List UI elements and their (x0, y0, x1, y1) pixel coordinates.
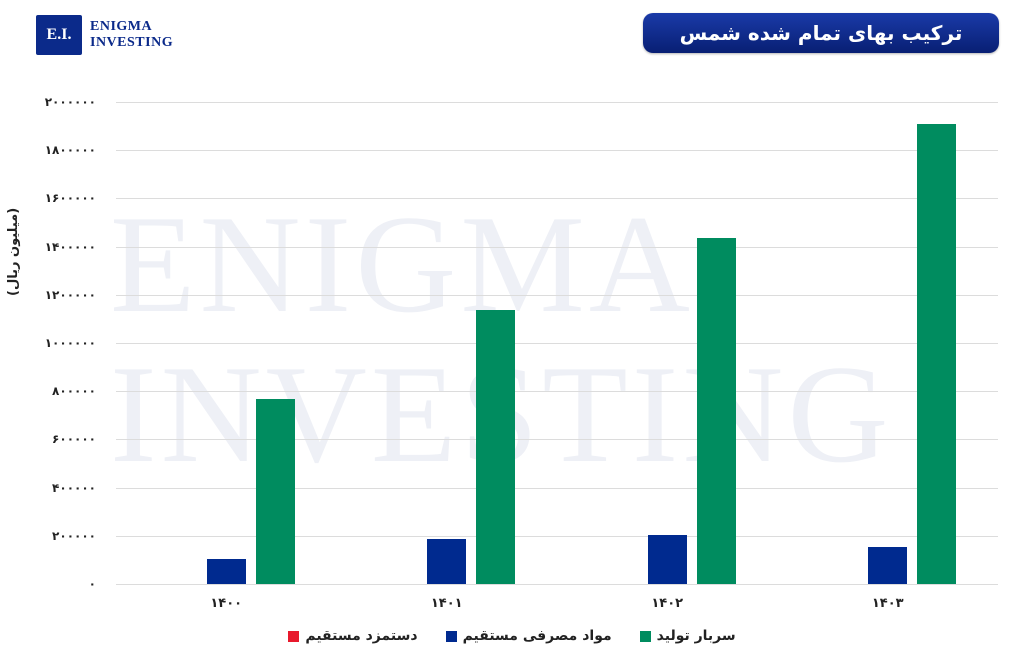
logo: E.I. ENIGMA INVESTING (36, 15, 173, 55)
x-tick-label: ۱۴۰۰ (210, 596, 243, 611)
legend-item: مواد مصرفی مستقیم (445, 628, 612, 644)
y-tick-label: ۰ (88, 577, 96, 591)
legend-label: مواد مصرفی مستقیم (462, 628, 612, 644)
y-tick-label: ۱۴۰۰۰۰۰ (44, 239, 96, 254)
bar (476, 309, 516, 584)
chart-title: ترکیب بهای تمام شده شمس (643, 13, 999, 53)
legend-item: دستمزد مستقیم (288, 628, 418, 644)
bar (917, 123, 957, 584)
y-tick-label: ۲۰۰۰۰۰۰ (44, 95, 96, 109)
bar (427, 538, 467, 584)
gridline (116, 102, 998, 103)
gridline (116, 584, 998, 585)
logo-line1: ENIGMA (90, 19, 153, 34)
legend: سربار تولید مواد مصرفی مستقیم دستمزد مستقی… (0, 628, 1024, 644)
y-tick-label: ۸۰۰۰۰۰ (52, 384, 96, 399)
y-tick-label: ۶۰۰۰۰۰ (52, 432, 96, 447)
gridline (116, 439, 998, 441)
gridline (116, 343, 998, 344)
y-tick-label: ۴۰۰۰۰۰ (52, 480, 96, 495)
gridline (116, 294, 998, 296)
legend-item: سربار تولید (639, 628, 736, 644)
x-tick-label: ۱۴۰۲ (651, 596, 684, 611)
gridline (116, 150, 998, 152)
y-tick-label: ۱۶۰۰۰۰۰ (44, 191, 96, 206)
bar (647, 535, 687, 584)
y-tick-label: ۲۰۰۰۰۰ (52, 528, 96, 543)
legend-swatch-icon (639, 630, 651, 642)
legend-label: سربار تولید (656, 628, 736, 644)
bar (255, 398, 295, 584)
bar (206, 558, 246, 584)
legend-swatch-icon (445, 630, 457, 642)
gridline (116, 391, 998, 393)
logo-mark: E.I. (36, 15, 82, 55)
gridline (116, 535, 998, 537)
y-tick-label: ۱۰۰۰۰۰۰ (44, 336, 96, 350)
bar (696, 237, 736, 584)
plot-area (116, 102, 998, 585)
legend-label: دستمزد مستقیم (305, 628, 418, 644)
y-tick-label: ۱۸۰۰۰۰۰ (44, 143, 96, 158)
gridline (116, 198, 998, 200)
x-tick-label: ۱۴۰۳ (871, 596, 904, 611)
gridline (116, 487, 998, 489)
y-axis-label: (میلیون ریال) (6, 207, 21, 296)
bar (868, 546, 908, 584)
y-tick-label: ۱۲۰۰۰۰۰ (44, 287, 96, 302)
x-tick-label: ۱۴۰۱ (430, 596, 463, 611)
logo-text: ENIGMA INVESTING (90, 19, 173, 51)
logo-line2: INVESTING (90, 35, 174, 50)
legend-swatch-icon (288, 630, 300, 642)
gridline (116, 246, 998, 248)
